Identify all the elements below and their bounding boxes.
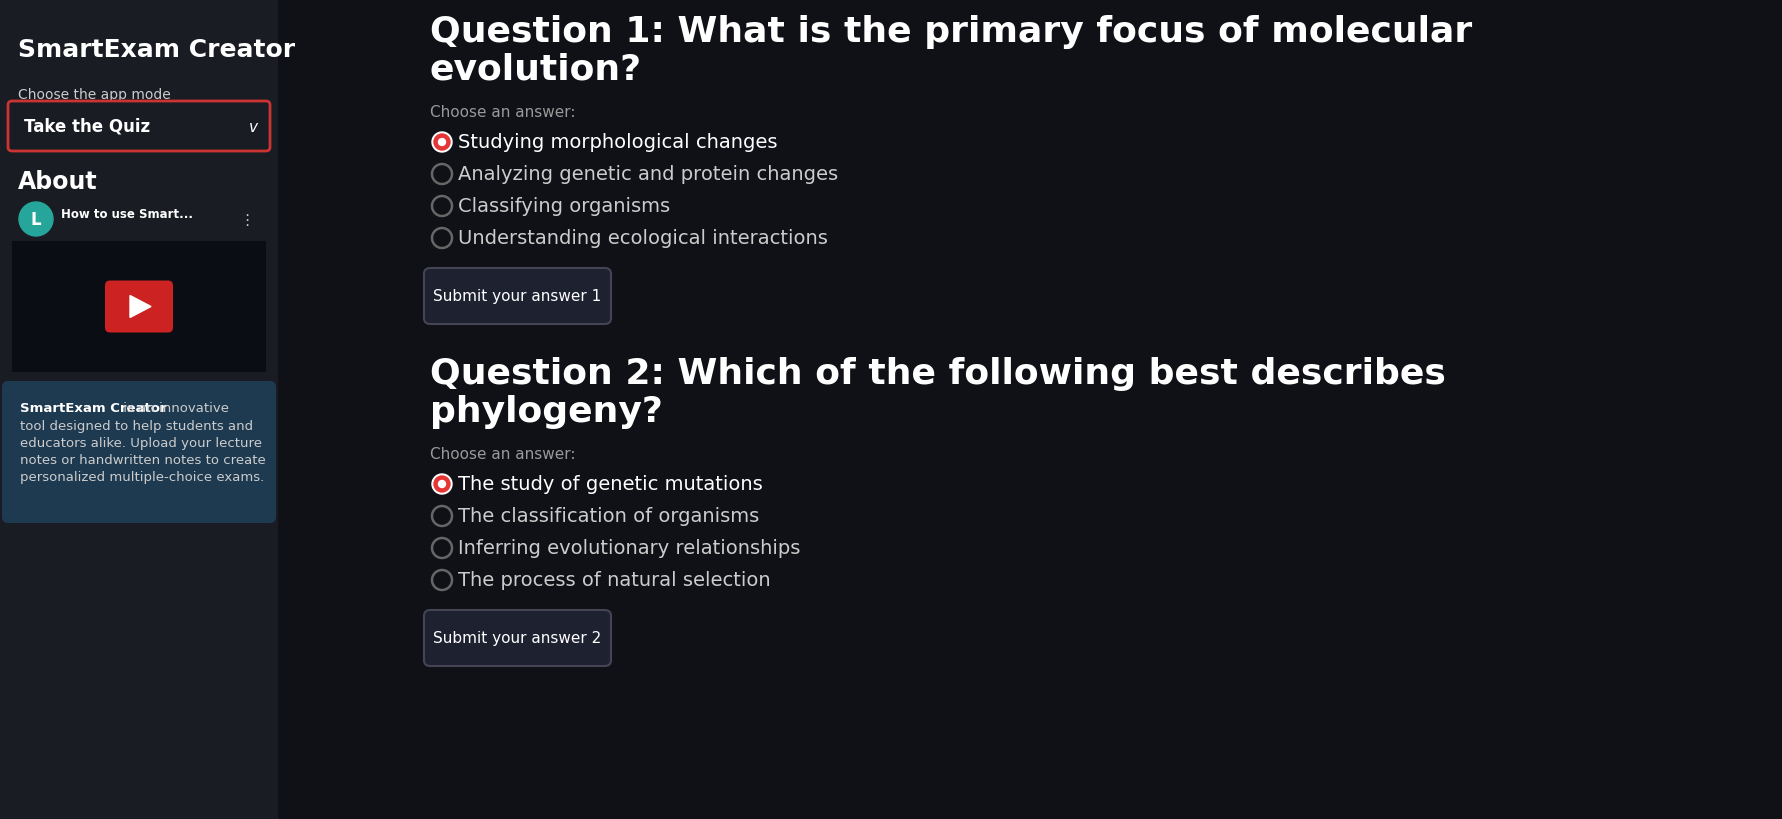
Text: is an innovative: is an innovative xyxy=(119,401,228,414)
Text: Submit your answer 1: Submit your answer 1 xyxy=(433,289,601,304)
Text: Submit your answer 2: Submit your answer 2 xyxy=(433,631,601,645)
FancyBboxPatch shape xyxy=(12,197,266,242)
Text: Question 2: Which of the following best describes: Question 2: Which of the following best … xyxy=(429,356,1445,391)
Text: ⋮: ⋮ xyxy=(239,212,253,227)
Text: Choose an answer:: Choose an answer: xyxy=(429,446,576,461)
Circle shape xyxy=(438,481,446,488)
Text: How to use Smart...: How to use Smart... xyxy=(61,208,192,221)
Circle shape xyxy=(431,133,453,153)
Text: tool designed to help students and: tool designed to help students and xyxy=(20,419,253,432)
Circle shape xyxy=(431,474,453,495)
Text: The study of genetic mutations: The study of genetic mutations xyxy=(458,475,763,494)
Text: The classification of organisms: The classification of organisms xyxy=(458,507,759,526)
Text: Analyzing genetic and protein changes: Analyzing genetic and protein changes xyxy=(458,165,838,184)
FancyBboxPatch shape xyxy=(7,102,269,152)
Circle shape xyxy=(20,203,53,237)
FancyBboxPatch shape xyxy=(424,269,611,324)
Text: SmartExam Creator: SmartExam Creator xyxy=(18,38,296,62)
Text: About: About xyxy=(18,170,98,194)
Text: personalized multiple-choice exams.: personalized multiple-choice exams. xyxy=(20,470,264,483)
Polygon shape xyxy=(130,296,151,318)
FancyBboxPatch shape xyxy=(424,610,611,666)
Text: L: L xyxy=(30,210,41,229)
Circle shape xyxy=(433,135,449,151)
FancyBboxPatch shape xyxy=(12,242,266,373)
Text: Inferring evolutionary relationships: Inferring evolutionary relationships xyxy=(458,539,800,558)
Circle shape xyxy=(433,477,449,492)
Text: Understanding ecological interactions: Understanding ecological interactions xyxy=(458,229,827,248)
Text: SmartExam Creator: SmartExam Creator xyxy=(20,401,166,414)
Text: Question 1: What is the primary focus of molecular: Question 1: What is the primary focus of… xyxy=(429,15,1472,49)
FancyBboxPatch shape xyxy=(0,0,278,819)
FancyBboxPatch shape xyxy=(12,197,266,373)
Text: Studying morphological changes: Studying morphological changes xyxy=(458,133,777,152)
Text: Choose the app mode: Choose the app mode xyxy=(18,88,171,102)
Text: Choose an answer:: Choose an answer: xyxy=(429,105,576,120)
Text: notes or handwritten notes to create: notes or handwritten notes to create xyxy=(20,454,266,467)
FancyBboxPatch shape xyxy=(105,281,173,333)
Circle shape xyxy=(438,139,446,147)
Text: Classifying organisms: Classifying organisms xyxy=(458,197,670,216)
Text: Take the Quiz: Take the Quiz xyxy=(23,118,150,136)
Text: evolution?: evolution? xyxy=(429,53,642,87)
Text: phylogeny?: phylogeny? xyxy=(429,395,663,428)
Text: v: v xyxy=(249,120,258,134)
Text: educators alike. Upload your lecture: educators alike. Upload your lecture xyxy=(20,437,262,450)
FancyBboxPatch shape xyxy=(2,382,276,523)
Text: The process of natural selection: The process of natural selection xyxy=(458,571,770,590)
